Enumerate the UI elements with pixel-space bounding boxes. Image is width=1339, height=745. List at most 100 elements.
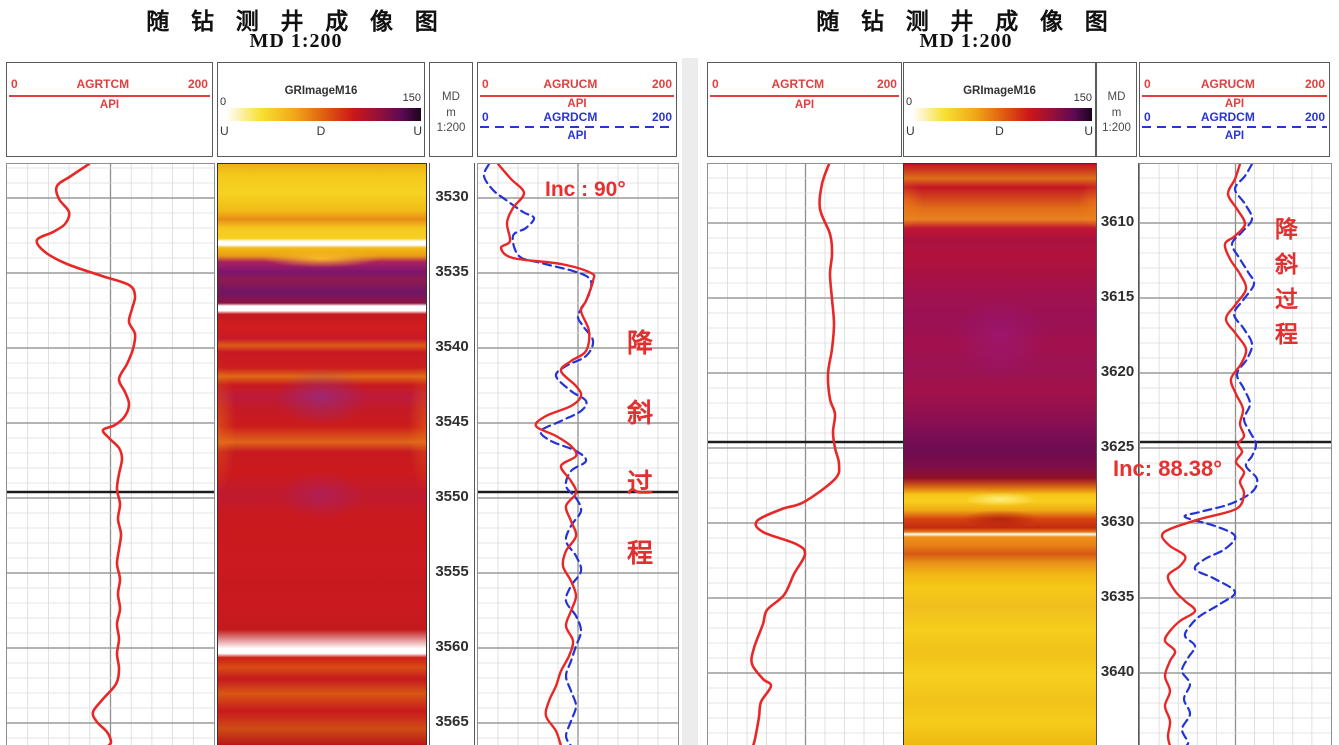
gr-unit: API bbox=[794, 99, 815, 111]
down-curve-name: AGRDCM bbox=[1200, 110, 1255, 124]
image-track-body bbox=[903, 163, 1098, 745]
up-curve-name: AGRUCM bbox=[543, 77, 598, 91]
gr-scale-min: 0 bbox=[11, 77, 18, 91]
depth-label: 3550 bbox=[435, 488, 469, 505]
panel-divider bbox=[682, 58, 698, 745]
inclination-annotation: Inc: 88.38° bbox=[1113, 456, 1223, 481]
image-scale-max: 150 bbox=[1073, 92, 1092, 104]
up-legend-line bbox=[480, 95, 674, 97]
up-scale-max: 200 bbox=[651, 77, 672, 91]
depth-label: 3640 bbox=[1100, 663, 1135, 680]
depth-label: 3545 bbox=[435, 413, 469, 430]
md-track-header: MD m 1:200 bbox=[1096, 62, 1137, 157]
down-scale-min: 0 bbox=[1144, 110, 1151, 124]
gr-curve-plot bbox=[7, 164, 214, 745]
depth-label: 3610 bbox=[1100, 213, 1135, 230]
updown-track-body bbox=[1139, 163, 1332, 745]
updown-curve-plot bbox=[478, 164, 678, 745]
up-scale-max: 200 bbox=[1304, 77, 1325, 91]
gr-unit: API bbox=[99, 99, 120, 111]
depth-label: 3530 bbox=[435, 188, 469, 205]
image-name: GRImageM16 bbox=[284, 85, 358, 97]
image-orientation-labels: U D U bbox=[906, 124, 1093, 138]
gr-legend-line bbox=[710, 95, 899, 97]
process-char: 程 bbox=[1275, 321, 1298, 347]
color-scale-bar bbox=[226, 108, 421, 121]
inclination-annotation: Inc : 90° bbox=[545, 178, 626, 201]
down-scale-min: 0 bbox=[482, 110, 489, 124]
md-track-body: 3610 3615 3620 3625 3630 3635 3640 bbox=[1096, 163, 1139, 745]
gr-curve-name: AGRTCM bbox=[771, 77, 825, 91]
image-track-header: GRImageM16 0 150 U D U bbox=[903, 62, 1096, 157]
updown-track-header: 0 AGRUCM 200 API 0 AGRDCM 200 API bbox=[1139, 62, 1330, 157]
depth-label: 3630 bbox=[1100, 513, 1135, 530]
md-scale: 1:200 bbox=[436, 122, 466, 134]
image-scale-min: 0 bbox=[906, 96, 913, 108]
panel-title: 随 钻 测 井 成 像 图 bbox=[146, 9, 446, 34]
updown-track-body bbox=[477, 163, 679, 745]
md-label: MD bbox=[1107, 91, 1126, 103]
orientation-up-left: U bbox=[220, 124, 229, 138]
depth-label: 3540 bbox=[435, 338, 469, 355]
panel-scale-label: MD 1:200 bbox=[249, 30, 343, 52]
color-scale-bar bbox=[912, 108, 1092, 121]
process-char: 过 bbox=[1275, 286, 1298, 312]
depth-label: 3560 bbox=[435, 638, 469, 655]
up-scale-min: 0 bbox=[482, 77, 489, 91]
process-char: 降 bbox=[627, 328, 654, 358]
gr-track-body bbox=[707, 163, 904, 745]
down-curve-name: AGRDCM bbox=[543, 110, 598, 124]
process-char: 程 bbox=[627, 538, 654, 568]
md-label: MD bbox=[442, 91, 460, 103]
gr-track-body bbox=[6, 163, 215, 745]
md-track-body: 3530 3535 3540 3545 3550 3555 3560 3565 bbox=[429, 163, 475, 745]
depth-label: 3615 bbox=[1100, 288, 1135, 305]
gr-curve-plot bbox=[708, 164, 903, 745]
md-unit: m bbox=[446, 107, 456, 119]
up-legend-line bbox=[1142, 95, 1327, 97]
depth-label: 3620 bbox=[1100, 363, 1135, 380]
depth-label: 3555 bbox=[435, 563, 469, 580]
process-char: 降 bbox=[1275, 216, 1298, 242]
depth-label: 3535 bbox=[435, 263, 469, 280]
md-scale: 1:200 bbox=[1102, 122, 1131, 134]
image-track-header: GRImageM16 0 150 U D U bbox=[217, 62, 425, 157]
up-scale-min: 0 bbox=[1144, 77, 1151, 91]
image-name: GRImageM16 bbox=[963, 85, 1036, 97]
log-panel-left: 随 钻 测 井 成 像 图 MD 1:200 0 AGRTCM 200 API … bbox=[6, 9, 679, 745]
depth-label: 3625 bbox=[1100, 438, 1135, 455]
image-orientation-labels: U D U bbox=[220, 124, 422, 138]
gr-scale-max: 200 bbox=[876, 77, 897, 91]
down-unit: API bbox=[1224, 130, 1245, 142]
panel-title: 随 钻 测 井 成 像 图 bbox=[816, 9, 1116, 34]
gr-track-header: 0 AGRTCM 200 API bbox=[707, 62, 902, 157]
down-scale-max: 200 bbox=[651, 110, 672, 124]
panel-scale-label: MD 1:200 bbox=[919, 30, 1013, 52]
process-char: 过 bbox=[627, 468, 654, 498]
gr-scale-min: 0 bbox=[712, 77, 719, 91]
orientation-up-right: U bbox=[413, 124, 422, 138]
process-char: 斜 bbox=[1275, 251, 1298, 277]
down-legend-line bbox=[1142, 126, 1327, 128]
md-unit: m bbox=[1111, 107, 1122, 119]
up-curve-name: AGRUCM bbox=[1200, 77, 1255, 91]
gr-track-header: 0 AGRTCM 200 API bbox=[6, 62, 213, 157]
image-track-body bbox=[217, 163, 427, 745]
updown-curve-plot bbox=[1140, 164, 1331, 745]
depth-label: 3635 bbox=[1100, 588, 1135, 605]
orientation-down: D bbox=[995, 124, 1004, 138]
orientation-up-left: U bbox=[906, 124, 915, 138]
image-scale-max: 150 bbox=[402, 92, 421, 104]
md-track-header: MD m 1:200 bbox=[429, 62, 473, 157]
gr-legend-line bbox=[9, 95, 210, 97]
up-unit: API bbox=[567, 98, 587, 110]
updown-track-header: 0 AGRUCM 200 API 0 AGRDCM 200 API bbox=[477, 62, 677, 157]
process-char: 斜 bbox=[627, 398, 654, 428]
gr-scale-max: 200 bbox=[187, 77, 208, 91]
down-unit: API bbox=[567, 130, 587, 142]
depth-label: 3565 bbox=[435, 713, 469, 730]
log-panel-right: 随 钻 测 井 成 像 图 MD 1:200 0 AGRTCM 200 API … bbox=[670, 0, 1339, 745]
gr-curve-name: AGRTCM bbox=[76, 77, 130, 91]
down-scale-max: 200 bbox=[1304, 110, 1325, 124]
